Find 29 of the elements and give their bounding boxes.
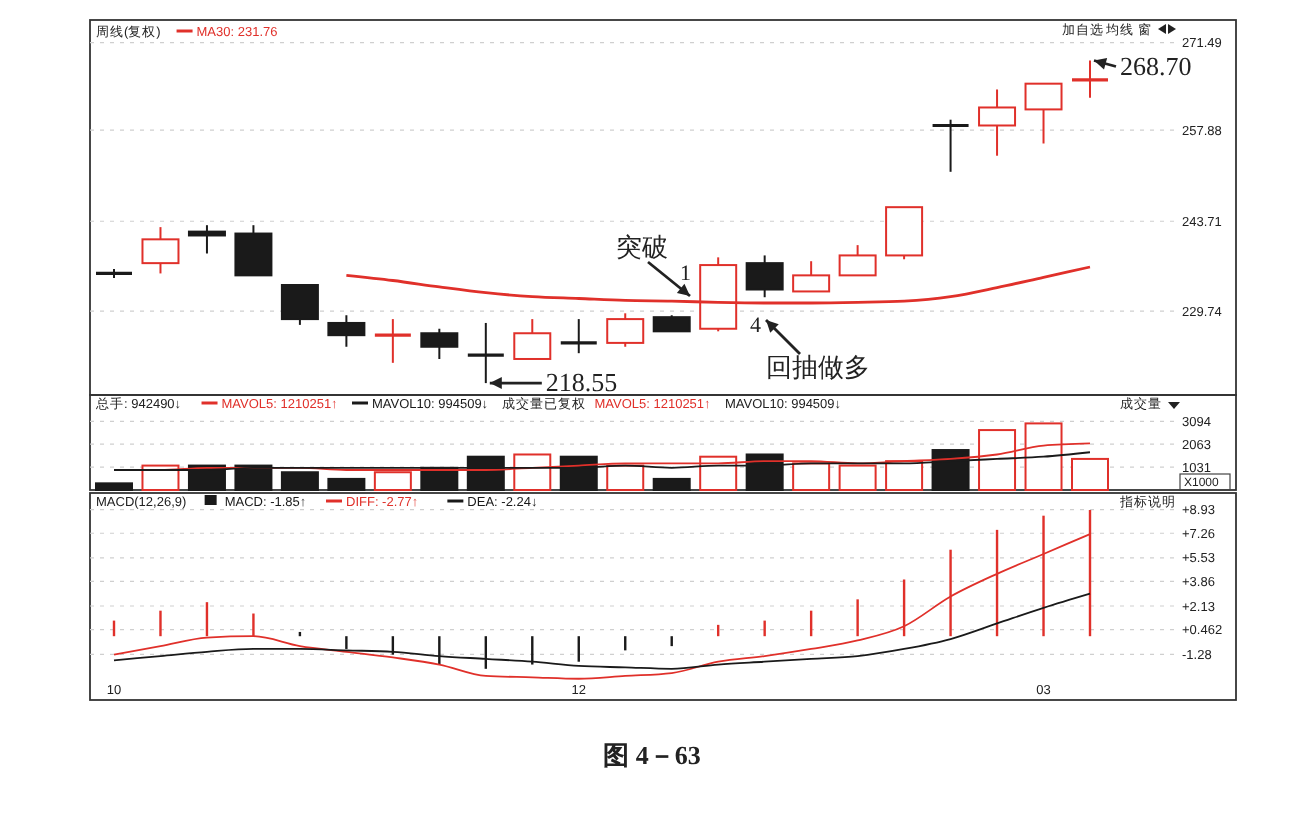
bar: [652, 477, 691, 491]
annotation: 突破: [616, 232, 668, 262]
annotation: 回抽做多: [766, 352, 870, 382]
candlestick: [606, 312, 645, 348]
candlestick: [978, 88, 1017, 157]
bar: [327, 477, 366, 491]
candlestick: [513, 318, 552, 360]
candlestick: [792, 260, 831, 293]
annotation: 1: [680, 262, 691, 286]
candlestick: [327, 314, 366, 348]
candlestick: [420, 327, 459, 360]
caption: 图 4－63: [603, 740, 702, 770]
bar: [838, 464, 877, 491]
candlestick: [559, 318, 599, 355]
text: 268.70: [1120, 50, 1192, 81]
candlestick: [838, 244, 877, 277]
candlestick: [280, 284, 319, 326]
annotation: 218.55: [545, 367, 618, 398]
candlestick: [1024, 82, 1063, 145]
candlestick: [466, 321, 506, 385]
bar: [95, 482, 133, 491]
candlestick: [930, 118, 971, 173]
bar: [1071, 457, 1109, 491]
candlestick: [141, 226, 180, 275]
candlestick: [234, 224, 273, 277]
line-series: [113, 592, 1091, 670]
candlestick: [745, 254, 784, 299]
annotation: 4: [750, 314, 762, 338]
candlestick: [373, 318, 413, 364]
